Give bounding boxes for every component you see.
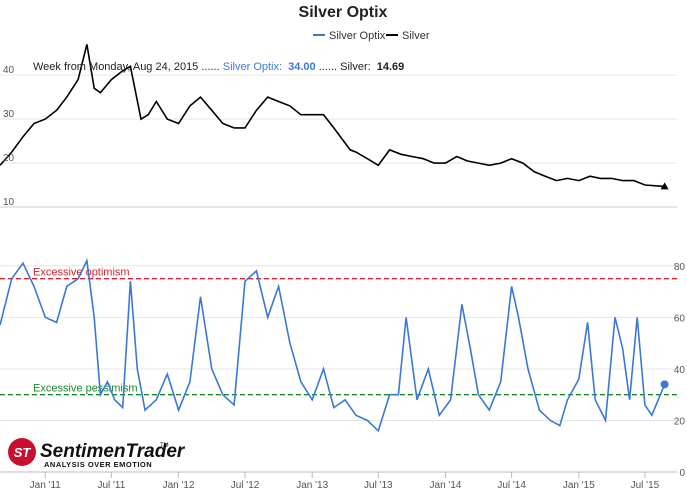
x-tick-label: Jul '13 xyxy=(364,480,393,491)
x-tick-label: Jul '11 xyxy=(97,480,125,491)
tooltip-date: Week from Monday, Aug 24, 2015 ...... xyxy=(33,61,220,73)
legend-label-optix: Silver Optix xyxy=(329,30,386,42)
x-tick-label: Jan '15 xyxy=(563,480,595,491)
lower-y-tick-label: 0 xyxy=(679,468,685,479)
upper-y-tick-label: 30 xyxy=(3,109,15,120)
silver-series-line[interactable] xyxy=(0,44,665,188)
lower-y-tick-label: 40 xyxy=(674,365,686,376)
upper-y-tick-label: 40 xyxy=(3,65,15,76)
x-tick-label: Jan '11 xyxy=(30,480,62,491)
legend-label-silver: Silver xyxy=(402,30,430,42)
x-tick-label: Jul '15 xyxy=(631,480,660,491)
upper-y-tick-label: 20 xyxy=(3,153,15,164)
upper-y-tick-label: 10 xyxy=(3,197,15,208)
lower-y-tick-label: 80 xyxy=(674,262,686,273)
logo-tagline: ANALYSIS OVER EMOTION xyxy=(44,460,152,469)
x-tick-label: Jul '12 xyxy=(231,480,260,491)
x-tick-label: Jul '14 xyxy=(497,480,526,491)
tooltip-silver-label: Silver: xyxy=(340,61,371,73)
hover-tooltip: Week from Monday, Aug 24, 2015 ...... Si… xyxy=(33,61,404,73)
logo-wordmark: SentimenTrader xyxy=(40,441,186,462)
tooltip-silver-value: 14.69 xyxy=(377,61,405,73)
silver-last-point-marker[interactable] xyxy=(660,182,669,190)
lower-y-tick-label: 20 xyxy=(674,416,686,427)
optix-last-point-marker[interactable] xyxy=(660,380,669,389)
upper-y-axis: 10 20 30 40 xyxy=(3,65,15,208)
chart-title: Silver Optix xyxy=(299,4,388,21)
logo-badge-mark: ST xyxy=(14,445,32,460)
logo-badge-icon xyxy=(8,438,36,466)
tooltip-separator: ...... xyxy=(319,61,337,73)
tooltip-optix-label: Silver Optix: xyxy=(223,61,282,73)
logo-tm: TM xyxy=(160,443,169,449)
tooltip-optix-value: 34.00 xyxy=(288,61,316,73)
lower-y-axis: 0 20 40 60 80 xyxy=(674,262,686,479)
pessimism-zone-label: Excessive pessimism xyxy=(33,383,138,395)
optix-series-line[interactable] xyxy=(0,257,666,433)
lower-y-tick-label: 60 xyxy=(674,313,686,324)
legend[interactable]: Silver Optix Silver xyxy=(313,30,430,42)
x-tick-label: Jan '14 xyxy=(430,480,462,491)
sentimentrader-logo: ST SentimenTrader TM ANALYSIS OVER EMOTI… xyxy=(8,438,186,469)
x-tick-label: Jan '12 xyxy=(163,480,195,491)
x-tick-label: Jan '13 xyxy=(296,480,328,491)
upper-panel-grid xyxy=(0,74,677,208)
x-axis: Jan '11 Jul '11 Jan '12 Jul '12 Jan '13 Jul '… xyxy=(30,472,660,491)
